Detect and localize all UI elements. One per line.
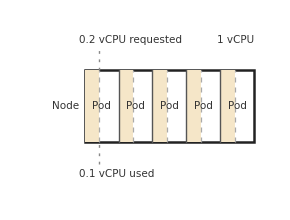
Bar	[85, 70, 254, 142]
Text: 0.2 vCPU requested: 0.2 vCPU requested	[79, 35, 182, 45]
Bar	[85, 70, 99, 142]
Bar	[186, 70, 201, 142]
Text: Node: Node	[52, 101, 79, 111]
Bar	[153, 70, 167, 142]
Text: Pod: Pod	[160, 101, 179, 111]
Text: 1 vCPU: 1 vCPU	[217, 35, 254, 45]
Text: Pod: Pod	[228, 101, 247, 111]
Text: Pod: Pod	[194, 101, 213, 111]
Bar	[119, 70, 133, 142]
Text: Pod: Pod	[126, 101, 145, 111]
Text: Pod: Pod	[92, 101, 111, 111]
Text: 0.1 vCPU used: 0.1 vCPU used	[79, 169, 154, 179]
Bar	[220, 70, 235, 142]
